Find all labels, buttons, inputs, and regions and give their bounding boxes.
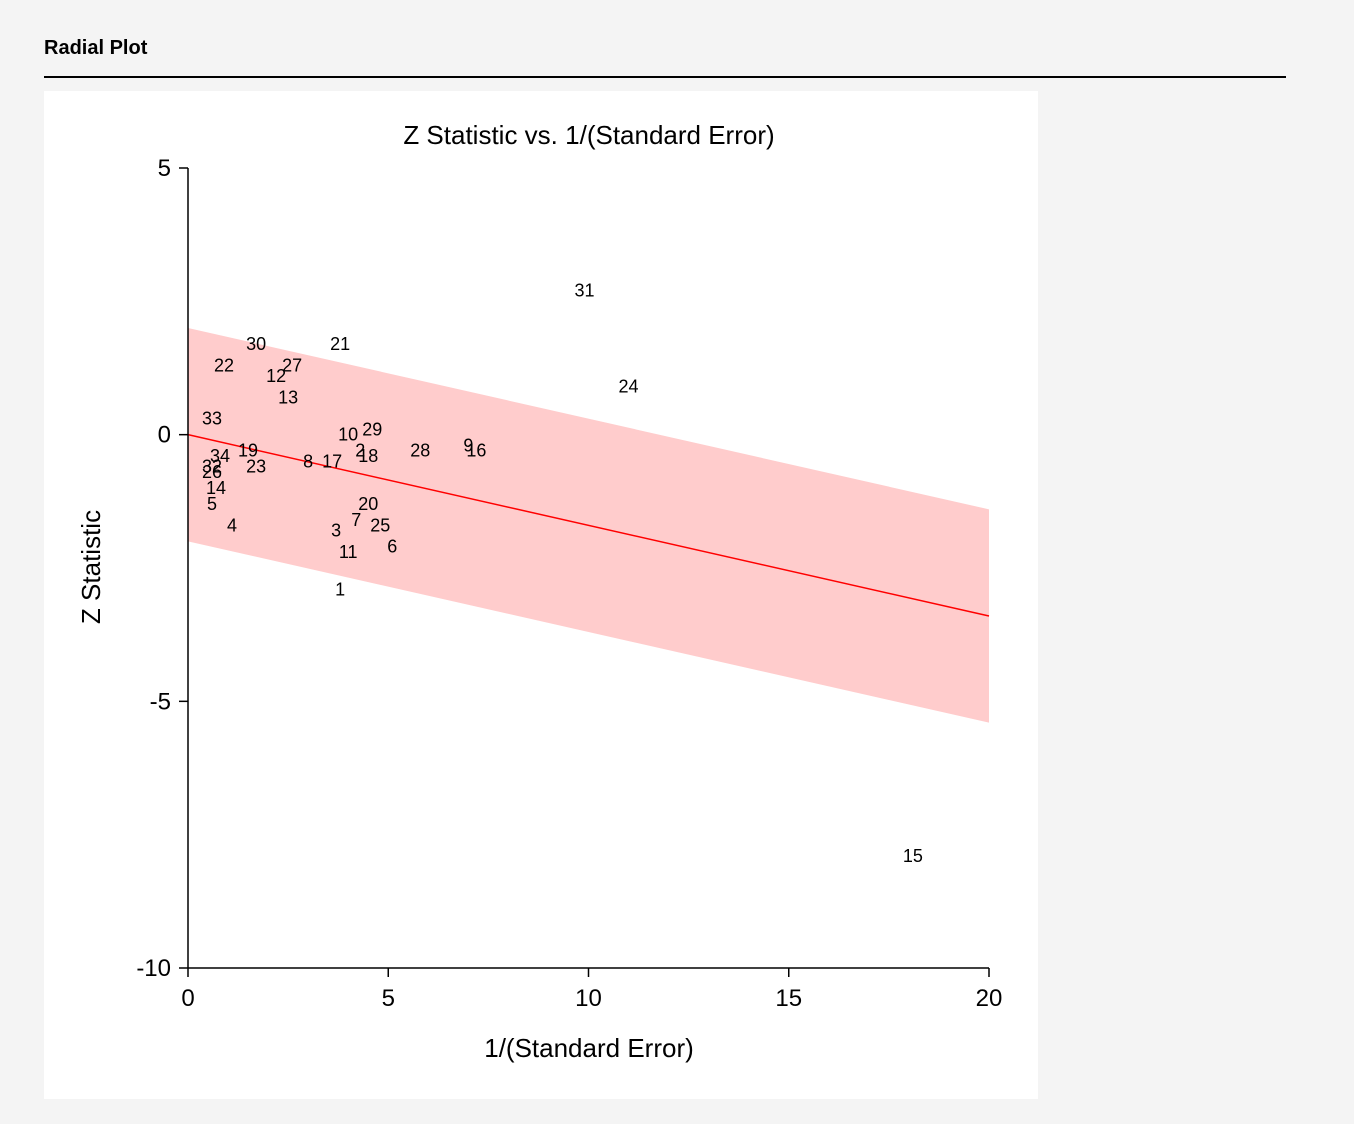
fit-line xyxy=(187,433,990,617)
data-point-label: 14 xyxy=(206,478,226,498)
data-point-label: 29 xyxy=(362,419,382,439)
x-tick-label: 20 xyxy=(976,985,1003,1012)
x-tick-label: 10 xyxy=(575,985,602,1012)
data-point-label: 1 xyxy=(335,579,345,599)
y-tick-label: -5 xyxy=(150,688,171,715)
data-point-label: 17 xyxy=(322,451,342,471)
data-point-label: 26 xyxy=(202,462,222,482)
plot-panel: 0 5 10 15 20 5 0 -5 -10 1 2 3 4 5 6 7 8 9 10 11 12 13 14 15 16 1… xyxy=(44,91,1038,1099)
data-point-label: 12 xyxy=(266,366,286,386)
data-point-label: 9 xyxy=(463,435,473,455)
data-point-label: 4 xyxy=(227,515,237,535)
data-point-label: 7 xyxy=(351,510,361,530)
y-tick-label: 5 xyxy=(158,155,171,182)
data-point-label: 30 xyxy=(246,334,266,354)
y-axis-label: Z Statistic xyxy=(76,510,106,624)
data-point-label: 21 xyxy=(330,334,350,354)
section-title: Radial Plot xyxy=(44,37,148,59)
data-point-label: 15 xyxy=(903,846,923,866)
data-point-label: 8 xyxy=(303,451,313,471)
x-tick-label: 15 xyxy=(775,985,802,1012)
data-point-label: 5 xyxy=(207,494,217,514)
x-tick-label: 5 xyxy=(382,985,395,1012)
data-point-label: 10 xyxy=(338,425,358,445)
data-point-label: 3 xyxy=(331,521,341,541)
chart-title: Z Statistic vs. 1/(Standard Error) xyxy=(403,120,774,150)
y-tick-label: 0 xyxy=(158,422,171,449)
data-point-label: 28 xyxy=(410,441,430,461)
data-point-label: 2 xyxy=(355,441,365,461)
data-point-label: 34 xyxy=(210,446,230,466)
data-point-label: 13 xyxy=(278,387,298,407)
data-point-label: 25 xyxy=(370,515,390,535)
data-point-label: 6 xyxy=(387,537,397,557)
x-axis-label: 1/(Standard Error) xyxy=(484,1033,694,1063)
y-tick-label: -10 xyxy=(136,955,171,982)
data-point-label: 32 xyxy=(202,457,222,477)
data-point-label: 23 xyxy=(246,457,266,477)
data-point-label: 18 xyxy=(358,446,378,466)
data-point-label: 27 xyxy=(282,355,302,375)
data-point-label: 20 xyxy=(358,494,378,514)
x-tick-label: 0 xyxy=(181,985,194,1012)
section-divider xyxy=(44,76,1286,78)
data-point-label: 22 xyxy=(214,355,234,375)
data-point-label: 19 xyxy=(238,441,258,461)
data-point-label: 31 xyxy=(574,281,594,301)
data-point-label: 16 xyxy=(466,441,486,461)
data-point-label: 24 xyxy=(619,377,639,397)
data-point-label: 11 xyxy=(339,542,358,562)
data-point-label: 33 xyxy=(202,409,222,429)
fit-line-layer xyxy=(187,433,990,617)
